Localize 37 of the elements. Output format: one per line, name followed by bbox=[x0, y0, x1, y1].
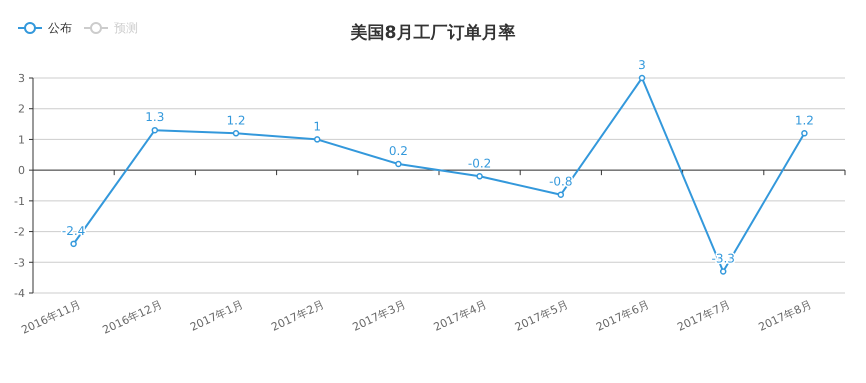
y-tick-label: 0 bbox=[18, 164, 25, 178]
point bbox=[720, 268, 726, 275]
y-tick-label: -1 bbox=[14, 194, 25, 208]
data-label: 1.3 bbox=[145, 110, 164, 124]
point bbox=[70, 240, 77, 248]
data-label: 3 bbox=[638, 58, 646, 72]
x-tick-label: 2017年4月 bbox=[432, 298, 489, 334]
point bbox=[476, 173, 483, 180]
x-tick-label: 2016年12月 bbox=[100, 298, 164, 337]
y-tick-label: 3 bbox=[18, 72, 25, 85]
x-tick-label: 2017年1月 bbox=[188, 298, 246, 334]
x-tick-label: 2017年7月 bbox=[675, 298, 732, 334]
point bbox=[395, 160, 402, 168]
y-tick-label: -4 bbox=[14, 287, 25, 300]
point bbox=[152, 126, 158, 134]
data-label: 0.2 bbox=[388, 144, 408, 158]
data-label: 1.2 bbox=[226, 113, 246, 128]
data-label: 1.2 bbox=[794, 113, 814, 128]
data-label: 1 bbox=[313, 119, 322, 134]
y-tick-label: -2 bbox=[14, 226, 25, 239]
x-tick-label: 2017年3月 bbox=[350, 298, 408, 334]
point bbox=[558, 191, 564, 198]
x-tick-label: 2017年2月 bbox=[269, 298, 326, 334]
y-tick-label: 1 bbox=[18, 133, 25, 146]
y-tick-label: 2 bbox=[18, 102, 25, 116]
point bbox=[232, 130, 240, 137]
point bbox=[314, 136, 320, 143]
y-tick-label: -3 bbox=[14, 256, 25, 270]
legend-label: 公布 bbox=[48, 21, 72, 35]
x-tick-label: 2017年6月 bbox=[594, 298, 652, 334]
point bbox=[801, 130, 808, 137]
data-label: -0.2 bbox=[468, 156, 492, 170]
x-tick-label: 2017年8月 bbox=[756, 298, 814, 334]
x-tick-label: 2016年11月 bbox=[19, 298, 83, 337]
chart-title: 美国8月工厂订单月率 bbox=[350, 23, 516, 43]
x-tick-label: 2017年5月 bbox=[512, 298, 570, 334]
point bbox=[638, 74, 646, 82]
